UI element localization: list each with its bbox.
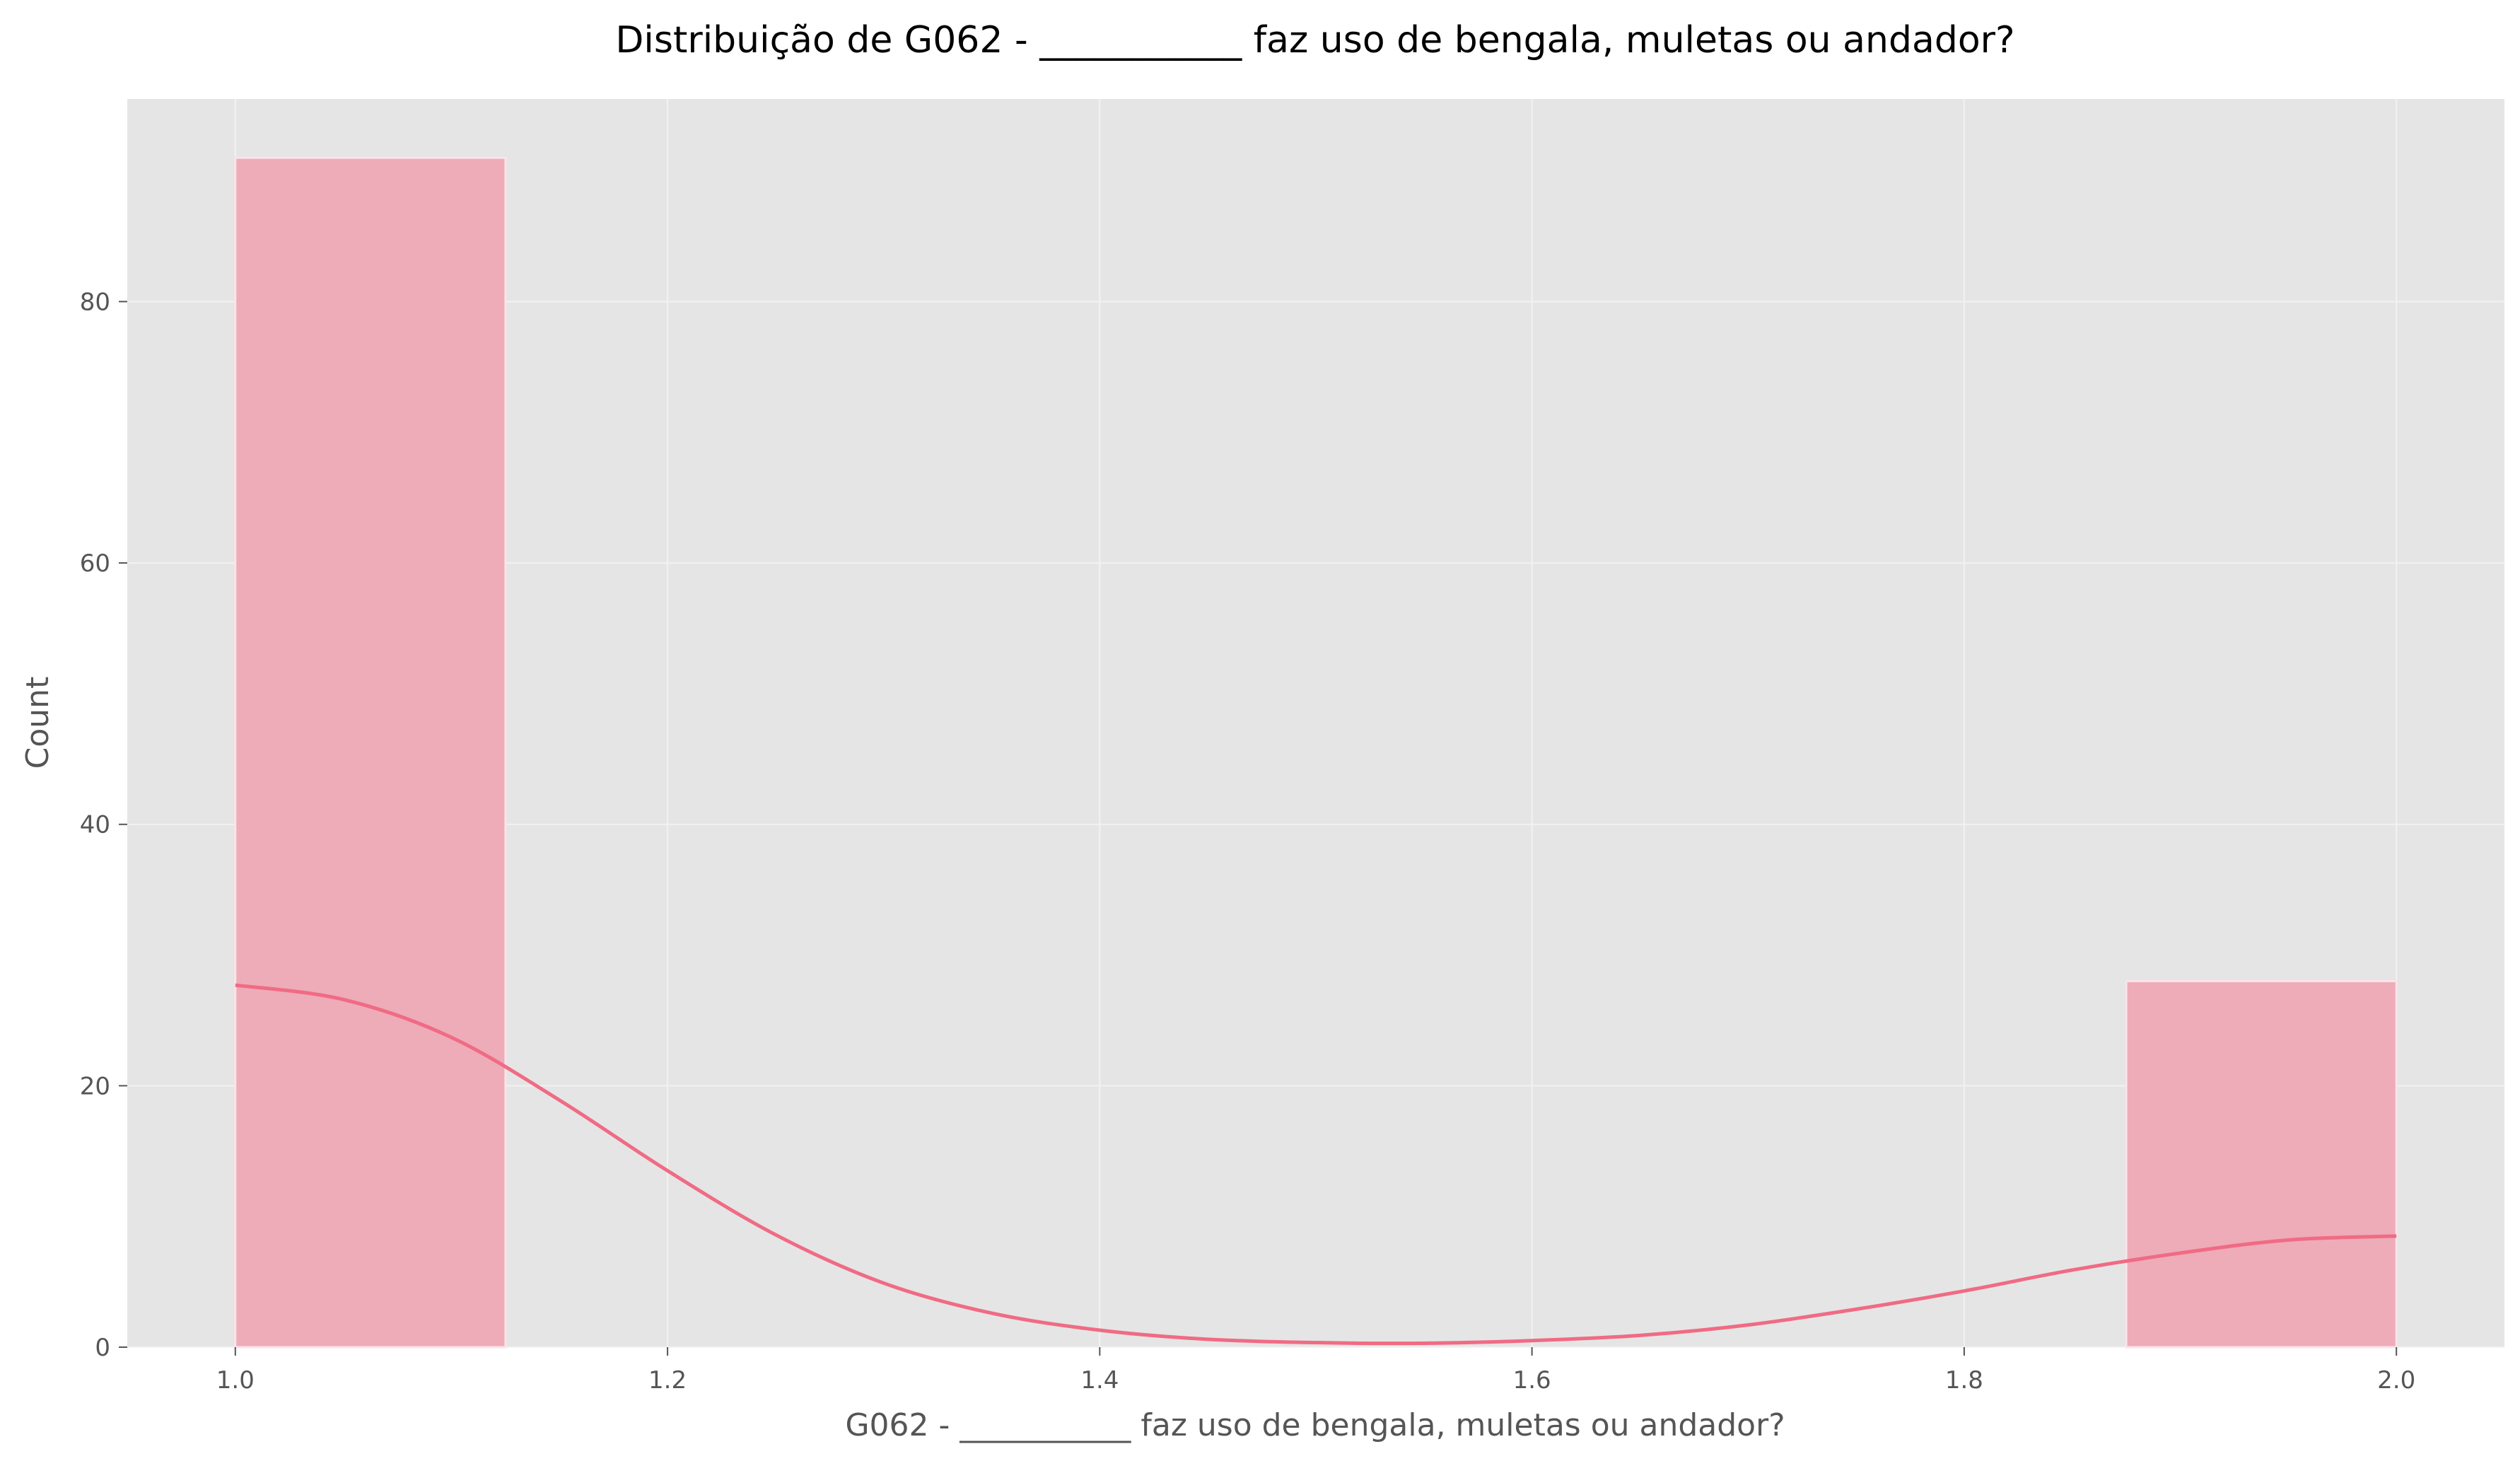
grid-lines <box>127 99 2504 1348</box>
x-axis-label: G062 - ___________ faz uso de bengala, m… <box>845 1407 1785 1443</box>
y-tick-label: 60 <box>80 549 110 578</box>
x-tick-label: 1.6 <box>1513 1366 1551 1395</box>
y-axis-label: Count <box>20 677 56 769</box>
histogram-bars <box>234 156 2398 1349</box>
y-tick-label: 0 <box>95 1334 110 1362</box>
histogram-bar <box>2125 980 2398 1349</box>
y-tick-label: 40 <box>80 811 110 839</box>
x-tick-label: 1.2 <box>648 1366 687 1395</box>
y-tick-label: 20 <box>80 1072 110 1100</box>
y-tick-label: 80 <box>80 288 110 316</box>
histogram-bar <box>234 156 507 1349</box>
axis-ticks: 1.0 1.2 1.4 1.6 1.8 2.0 0 20 40 60 80 <box>80 288 2415 1395</box>
x-tick-label: 1.0 <box>216 1366 255 1395</box>
x-tick-label: 2.0 <box>2377 1366 2415 1395</box>
kde-line <box>235 983 2397 1346</box>
chart-title: Distribuição de G062 - ___________ faz u… <box>615 19 2014 62</box>
x-tick-label: 1.4 <box>1080 1366 1119 1395</box>
x-tick-label: 1.8 <box>1945 1366 1983 1395</box>
plot-area <box>127 99 2504 1347</box>
